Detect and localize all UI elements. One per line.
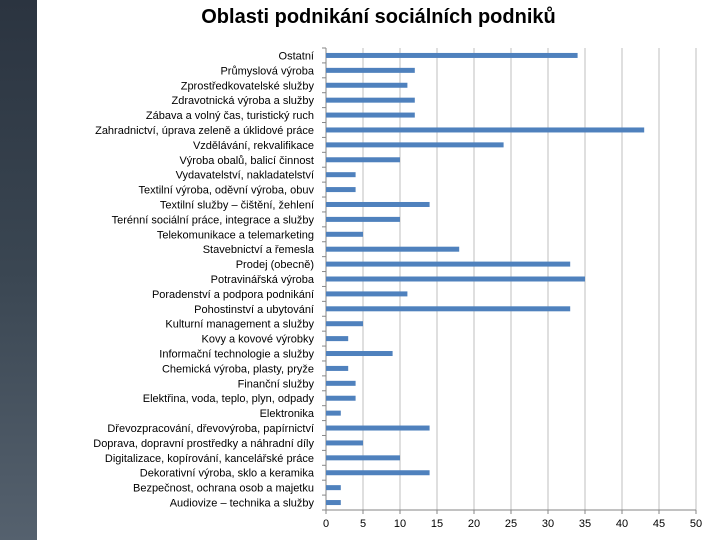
- bar-10: [326, 201, 430, 207]
- decorative-side-band: [0, 0, 37, 540]
- category-label-13: Stavebnictví a řemesla: [203, 244, 315, 256]
- category-label-5: Zahradnictví, úprava zeleně a úklidové p…: [95, 125, 314, 137]
- category-label-0: Ostatní: [279, 50, 314, 62]
- bar-0: [326, 52, 578, 58]
- bar-14: [326, 261, 571, 267]
- category-label-16: Poradenství a podpora podnikání: [152, 289, 314, 301]
- x-tick-label-50: 50: [690, 518, 702, 530]
- x-tick-label-5: 5: [360, 518, 366, 530]
- category-label-17: Pohostinství a ubytování: [194, 304, 314, 316]
- x-tick-label-15: 15: [431, 518, 443, 530]
- x-tick-label-0: 0: [323, 518, 329, 530]
- category-label-23: Elektřina, voda, teplo, plyn, odpady: [143, 393, 315, 405]
- category-label-25: Dřevozpracování, dřevovýroba, papírnictv…: [107, 423, 314, 435]
- category-label-14: Prodej (obecně): [236, 259, 314, 271]
- bar-1: [326, 67, 415, 73]
- bar-4: [326, 112, 415, 118]
- x-tick-label-25: 25: [505, 518, 517, 530]
- bar-3: [326, 97, 415, 103]
- category-label-11: Terénní sociální práce, integrace a služ…: [112, 214, 315, 226]
- category-label-15: Potravinářská výroba: [211, 274, 315, 286]
- bar-23: [326, 395, 356, 401]
- category-label-21: Chemická výroba, plasty, pryže: [162, 363, 314, 375]
- category-label-4: Zábava a volný čas, turistický ruch: [146, 110, 314, 122]
- x-tick-label-40: 40: [616, 518, 628, 530]
- bar-9: [326, 187, 356, 193]
- category-label-28: Dekorativní výroba, sklo a keramika: [140, 468, 315, 480]
- category-label-7: Výroba obalů, balicí činnost: [179, 155, 314, 167]
- bar-30: [326, 500, 341, 506]
- bar-8: [326, 172, 356, 178]
- bar-2: [326, 82, 408, 88]
- bar-15: [326, 276, 585, 282]
- category-label-1: Průmyslová výroba: [220, 65, 314, 77]
- category-label-27: Digitalizace, kopírování, kancelářské pr…: [105, 453, 314, 465]
- bar-20: [326, 351, 393, 357]
- category-label-6: Vzdělávání, rekvalifikace: [193, 140, 314, 152]
- bar-5: [326, 127, 645, 133]
- x-tick-label-30: 30: [542, 518, 554, 530]
- bar-28: [326, 470, 430, 476]
- bar-12: [326, 231, 363, 237]
- bar-25: [326, 425, 430, 431]
- bar-18: [326, 321, 363, 327]
- bar-11: [326, 216, 400, 222]
- category-label-8: Vydavatelství, nakladatelství: [176, 170, 314, 182]
- chart-title: Oblasti podnikání sociálních podniků: [201, 6, 556, 28]
- category-label-30: Audiovize – technika a služby: [170, 498, 315, 510]
- category-label-19: Kovy a kovové výrobky: [202, 334, 315, 346]
- category-label-12: Telekomunikace a telemarketing: [157, 229, 314, 241]
- slide-background: [37, 0, 720, 540]
- category-label-29: Bezpečnost, ochrana osob a majetku: [133, 483, 314, 495]
- x-tick-label-10: 10: [394, 518, 406, 530]
- category-label-10: Textilní služby – čištění, žehlení: [160, 199, 314, 211]
- bar-26: [326, 440, 363, 446]
- category-label-26: Doprava, dopravní prostředky a náhradní …: [93, 438, 314, 450]
- x-tick-label-20: 20: [468, 518, 480, 530]
- category-label-2: Zprostředkovatelské služby: [181, 80, 315, 92]
- bar-17: [326, 306, 571, 312]
- bar-22: [326, 380, 356, 386]
- bar-24: [326, 410, 341, 416]
- bar-13: [326, 246, 460, 252]
- category-label-20: Informační technologie a služby: [159, 349, 314, 361]
- x-tick-label-45: 45: [653, 518, 665, 530]
- bar-16: [326, 291, 408, 297]
- bar-6: [326, 142, 504, 148]
- bar-29: [326, 485, 341, 491]
- category-label-18: Kulturní management a služby: [165, 319, 314, 331]
- bar-21: [326, 365, 349, 371]
- bar-7: [326, 157, 400, 163]
- bar-19: [326, 336, 349, 342]
- category-label-9: Textilní výroba, oděvní výroba, obuv: [139, 185, 315, 197]
- x-tick-label-35: 35: [579, 518, 591, 530]
- category-label-24: Elektronika: [260, 408, 315, 420]
- category-label-3: Zdravotnická výroba a služby: [172, 95, 315, 107]
- bar-27: [326, 455, 400, 461]
- category-label-22: Finanční služby: [238, 378, 315, 390]
